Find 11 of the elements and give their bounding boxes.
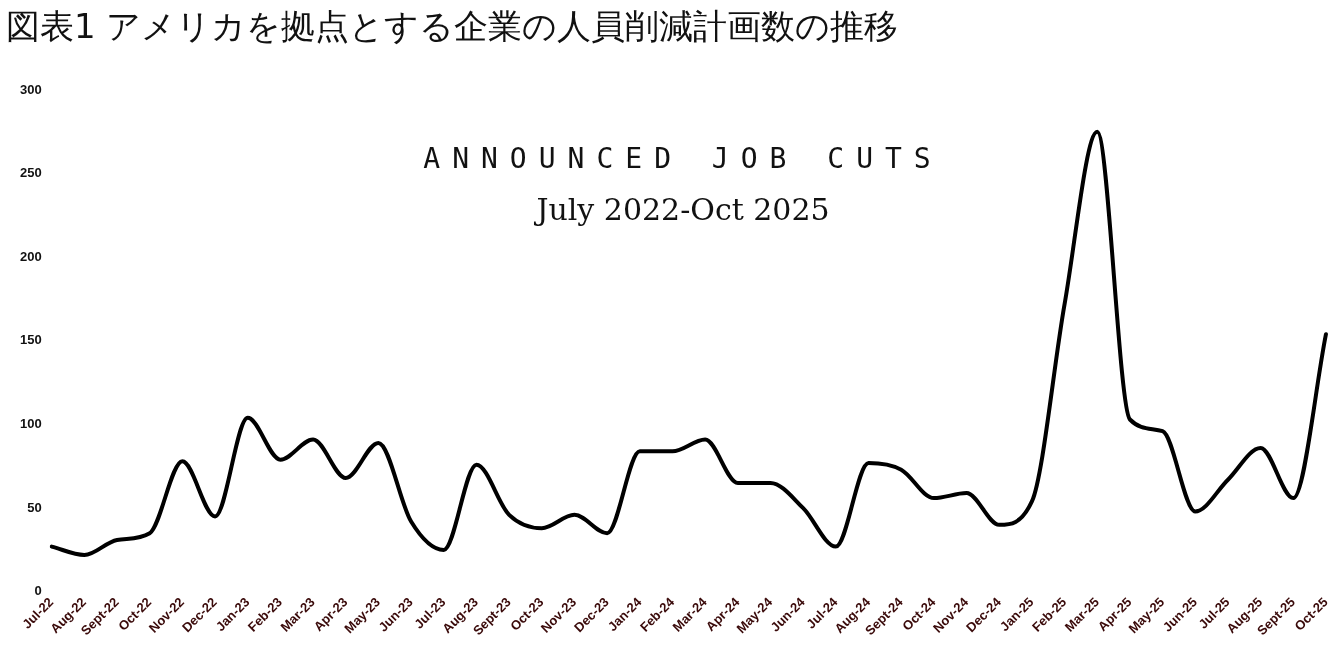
line-series [49, 129, 1328, 557]
text: ANNOUNCED JOB CUTS [423, 142, 943, 175]
y-tick-label: 150 [19, 332, 42, 348]
annotation: July 2022-Oct 2025 [533, 192, 831, 227]
y-tick-label: 250 [19, 165, 42, 181]
y-tick-label: 200 [19, 248, 42, 264]
y-tick-label: 50 [27, 499, 42, 515]
chart-title: 図表1 アメリカを拠点とする企業の人員削減計画数の推移 [6, 5, 899, 48]
y-tick-label: 0 [34, 583, 42, 599]
y-tick-label: 300 [19, 81, 42, 97]
y-tick-label: 100 [19, 416, 42, 432]
